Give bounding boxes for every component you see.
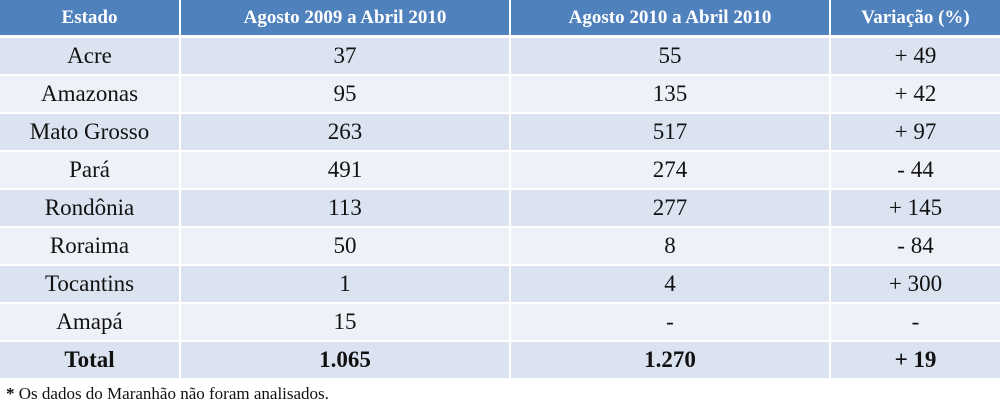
cell-estado: Acre bbox=[0, 36, 181, 76]
cell-value-2009: 50 bbox=[180, 227, 511, 266]
cell-variacao: + 97 bbox=[830, 113, 1000, 152]
cell-value-2009: 15 bbox=[180, 303, 511, 342]
total-value-2009: 1.065 bbox=[180, 341, 511, 378]
header-period-2010: Agosto 2010 a Abril 2010 bbox=[510, 0, 831, 38]
table-row: Amazonas 95 135 + 42 bbox=[0, 75, 1000, 114]
table-body: Acre 37 55 + 49 Amazonas 95 135 + 42 Mat… bbox=[0, 36, 1000, 378]
header-period-2009-2010: Agosto 2009 a Abril 2010 bbox=[180, 0, 511, 38]
table-row: Amapá 15 - - bbox=[0, 303, 1000, 342]
cell-estado: Pará bbox=[0, 151, 181, 190]
cell-estado: Roraima bbox=[0, 227, 181, 266]
deforestation-table: Estado Agosto 2009 a Abril 2010 Agosto 2… bbox=[0, 0, 1000, 378]
cell-estado: Amazonas bbox=[0, 75, 181, 114]
cell-variacao: + 42 bbox=[830, 75, 1000, 114]
table-row: Mato Grosso 263 517 + 97 bbox=[0, 113, 1000, 152]
cell-value-2009: 37 bbox=[180, 36, 511, 76]
cell-value-2010: 274 bbox=[510, 151, 831, 190]
header-row: Estado Agosto 2009 a Abril 2010 Agosto 2… bbox=[0, 0, 1000, 38]
cell-value-2010: 55 bbox=[510, 36, 831, 76]
table-row: Pará 491 274 - 44 bbox=[0, 151, 1000, 190]
cell-value-2009: 95 bbox=[180, 75, 511, 114]
footnote-text: Os dados do Maranhão não foram analisado… bbox=[14, 384, 329, 403]
cell-estado: Tocantins bbox=[0, 265, 181, 304]
cell-value-2010: - bbox=[510, 303, 831, 342]
total-label: Total bbox=[0, 341, 181, 378]
cell-variacao: + 145 bbox=[830, 189, 1000, 228]
cell-value-2009: 491 bbox=[180, 151, 511, 190]
table-row: Tocantins 1 4 + 300 bbox=[0, 265, 1000, 304]
table-row: Acre 37 55 + 49 bbox=[0, 36, 1000, 76]
cell-variacao: + 49 bbox=[830, 36, 1000, 76]
cell-variacao: - bbox=[830, 303, 1000, 342]
total-value-2010: 1.270 bbox=[510, 341, 831, 378]
cell-value-2010: 277 bbox=[510, 189, 831, 228]
cell-estado: Rondônia bbox=[0, 189, 181, 228]
cell-value-2009: 263 bbox=[180, 113, 511, 152]
footnote: * Os dados do Maranhão não foram analisa… bbox=[6, 384, 329, 404]
cell-value-2009: 1 bbox=[180, 265, 511, 304]
cell-estado: Amapá bbox=[0, 303, 181, 342]
cell-value-2009: 113 bbox=[180, 189, 511, 228]
cell-variacao: + 300 bbox=[830, 265, 1000, 304]
cell-estado: Mato Grosso bbox=[0, 113, 181, 152]
header-variacao: Variação (%) bbox=[830, 0, 1000, 38]
table-row: Rondônia 113 277 + 145 bbox=[0, 189, 1000, 228]
table-row: Roraima 50 8 - 84 bbox=[0, 227, 1000, 266]
table-header: Estado Agosto 2009 a Abril 2010 Agosto 2… bbox=[0, 0, 1000, 38]
cell-variacao: - 44 bbox=[830, 151, 1000, 190]
footnote-marker: * bbox=[6, 384, 15, 403]
header-estado: Estado bbox=[0, 0, 181, 38]
cell-value-2010: 517 bbox=[510, 113, 831, 152]
cell-value-2010: 8 bbox=[510, 227, 831, 266]
total-variacao: + 19 bbox=[830, 341, 1000, 378]
total-row: Total 1.065 1.270 + 19 bbox=[0, 341, 1000, 378]
cell-value-2010: 135 bbox=[510, 75, 831, 114]
cell-value-2010: 4 bbox=[510, 265, 831, 304]
cell-variacao: - 84 bbox=[830, 227, 1000, 266]
